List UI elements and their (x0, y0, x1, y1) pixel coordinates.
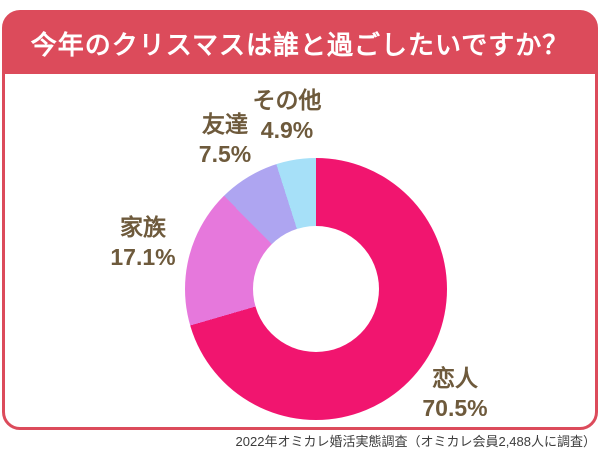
segment-percent-lover: 70.5% (422, 395, 488, 421)
segment-label-family: 家族 17.1% (83, 212, 203, 272)
segment-percent-other: 4.9% (260, 117, 314, 143)
segment-label-friends: 友達 7.5% (165, 109, 285, 169)
donut-hole (253, 226, 379, 352)
title-banner: 今年のクリスマスは誰と過ごしたいですか？ (4, 12, 596, 74)
source-note: 2022年オミカレ婚活実態調査（オミカレ会員2,488人に調査） (235, 434, 596, 449)
donut-chart (185, 158, 447, 420)
segment-label-lover: 恋人 70.5% (395, 363, 515, 423)
segment-percent-family: 17.1% (110, 244, 176, 270)
segment-name-friends: 友達 (202, 111, 248, 137)
segment-label-other: その他 4.9% (227, 85, 347, 145)
segment-name-lover: 恋人 (432, 365, 478, 391)
page-title: 今年のクリスマスは誰と過ごしたいですか？ (30, 29, 570, 60)
segment-name-family: 家族 (120, 214, 166, 240)
segment-name-other: その他 (252, 87, 322, 113)
segment-percent-friends: 7.5% (198, 141, 252, 167)
